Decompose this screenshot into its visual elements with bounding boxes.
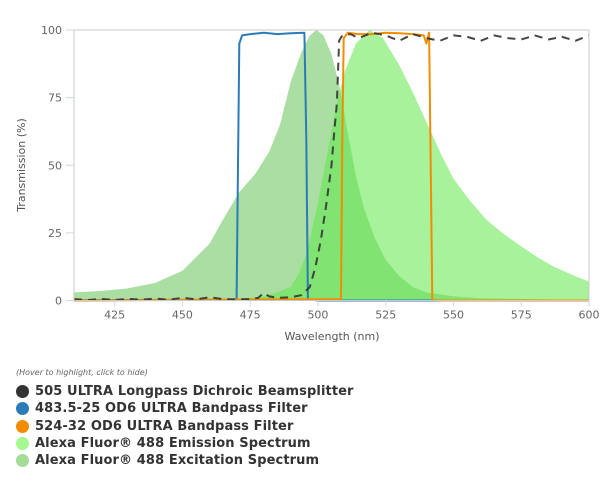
- legend-symbol-icon: [16, 437, 29, 451]
- legend-symbol-icon: [16, 402, 29, 416]
- legend-item-alexa-fluor-488-emission-spectrum[interactable]: Alexa Fluor® 488 Emission Spectrum: [16, 435, 354, 452]
- transmission-chart: 425 450 475 500 525 550 575 600 0 25 50 75 100 Wave…: [15, 24, 600, 343]
- x-tick-label: 450: [172, 309, 193, 322]
- legend-symbol-icon: [16, 385, 29, 399]
- legend-hint: (Hover to highlight, click to hide): [16, 368, 148, 377]
- legend-label: 483.5-25 OD6 ULTRA Bandpass Filter: [35, 401, 308, 417]
- 505-ultra-longpass-dichroic-beamsplitter-line[interactable]: [73, 31, 590, 302]
- legend-label: 524-32 OD6 ULTRA Bandpass Filter: [35, 418, 294, 434]
- x-tick-label: 600: [579, 309, 600, 322]
- y-tick-label: 0: [55, 295, 62, 308]
- legend-item-483-5-25-od6-ultra-bandpass-filter[interactable]: 483.5-25 OD6 ULTRA Bandpass Filter: [16, 400, 354, 417]
- legend-label: Alexa Fluor® 488 Emission Spectrum: [35, 436, 311, 452]
- legend-symbol-icon: [16, 454, 29, 468]
- x-tick-label: 575: [511, 309, 532, 322]
- 483-5-25-od6-ultra-bandpass-filter-line[interactable]: [73, 31, 589, 302]
- legend-item-524-32-od6-ultra-bandpass-filter[interactable]: 524-32 OD6 ULTRA Bandpass Filter: [16, 418, 354, 435]
- x-axis: 425 450 475 500 525 550 575 600: [104, 300, 600, 322]
- x-tick-label: 475: [240, 309, 261, 322]
- legend-label: 505 ULTRA Longpass Dichroic Beamsplitter: [35, 384, 354, 400]
- x-tick-label: 425: [104, 309, 125, 322]
- x-tick-label: 550: [443, 309, 464, 322]
- y-axis: 0 25 50 75 100: [41, 24, 74, 308]
- legend: (Hover to highlight, click to hide) 505 …: [16, 368, 354, 469]
- y-tick-label: 25: [48, 227, 62, 240]
- legend-item-alexa-fluor-488-excitation-spectrum[interactable]: Alexa Fluor® 488 Excitation Spectrum: [16, 452, 354, 469]
- y-tick-label: 50: [48, 159, 62, 172]
- y-axis-title: Transmission (%): [15, 118, 28, 213]
- legend-label: Alexa Fluor® 488 Excitation Spectrum: [35, 453, 320, 469]
- x-tick-label: 500: [307, 309, 328, 322]
- y-tick-label: 75: [48, 92, 62, 105]
- series-layer: [73, 30, 590, 302]
- y-tick-label: 100: [41, 24, 62, 37]
- 524-32-od6-ultra-bandpass-filter-line[interactable]: [73, 31, 589, 302]
- legend-symbol-icon: [16, 419, 29, 433]
- legend-items: 505 ULTRA Longpass Dichroic Beamsplitter…: [16, 383, 354, 469]
- x-axis-title: Wavelength (nm): [284, 330, 379, 343]
- x-tick-label: 525: [375, 309, 396, 322]
- legend-item-505-ultra-longpass-dichroic-beamsplitter[interactable]: 505 ULTRA Longpass Dichroic Beamsplitter: [16, 383, 354, 400]
